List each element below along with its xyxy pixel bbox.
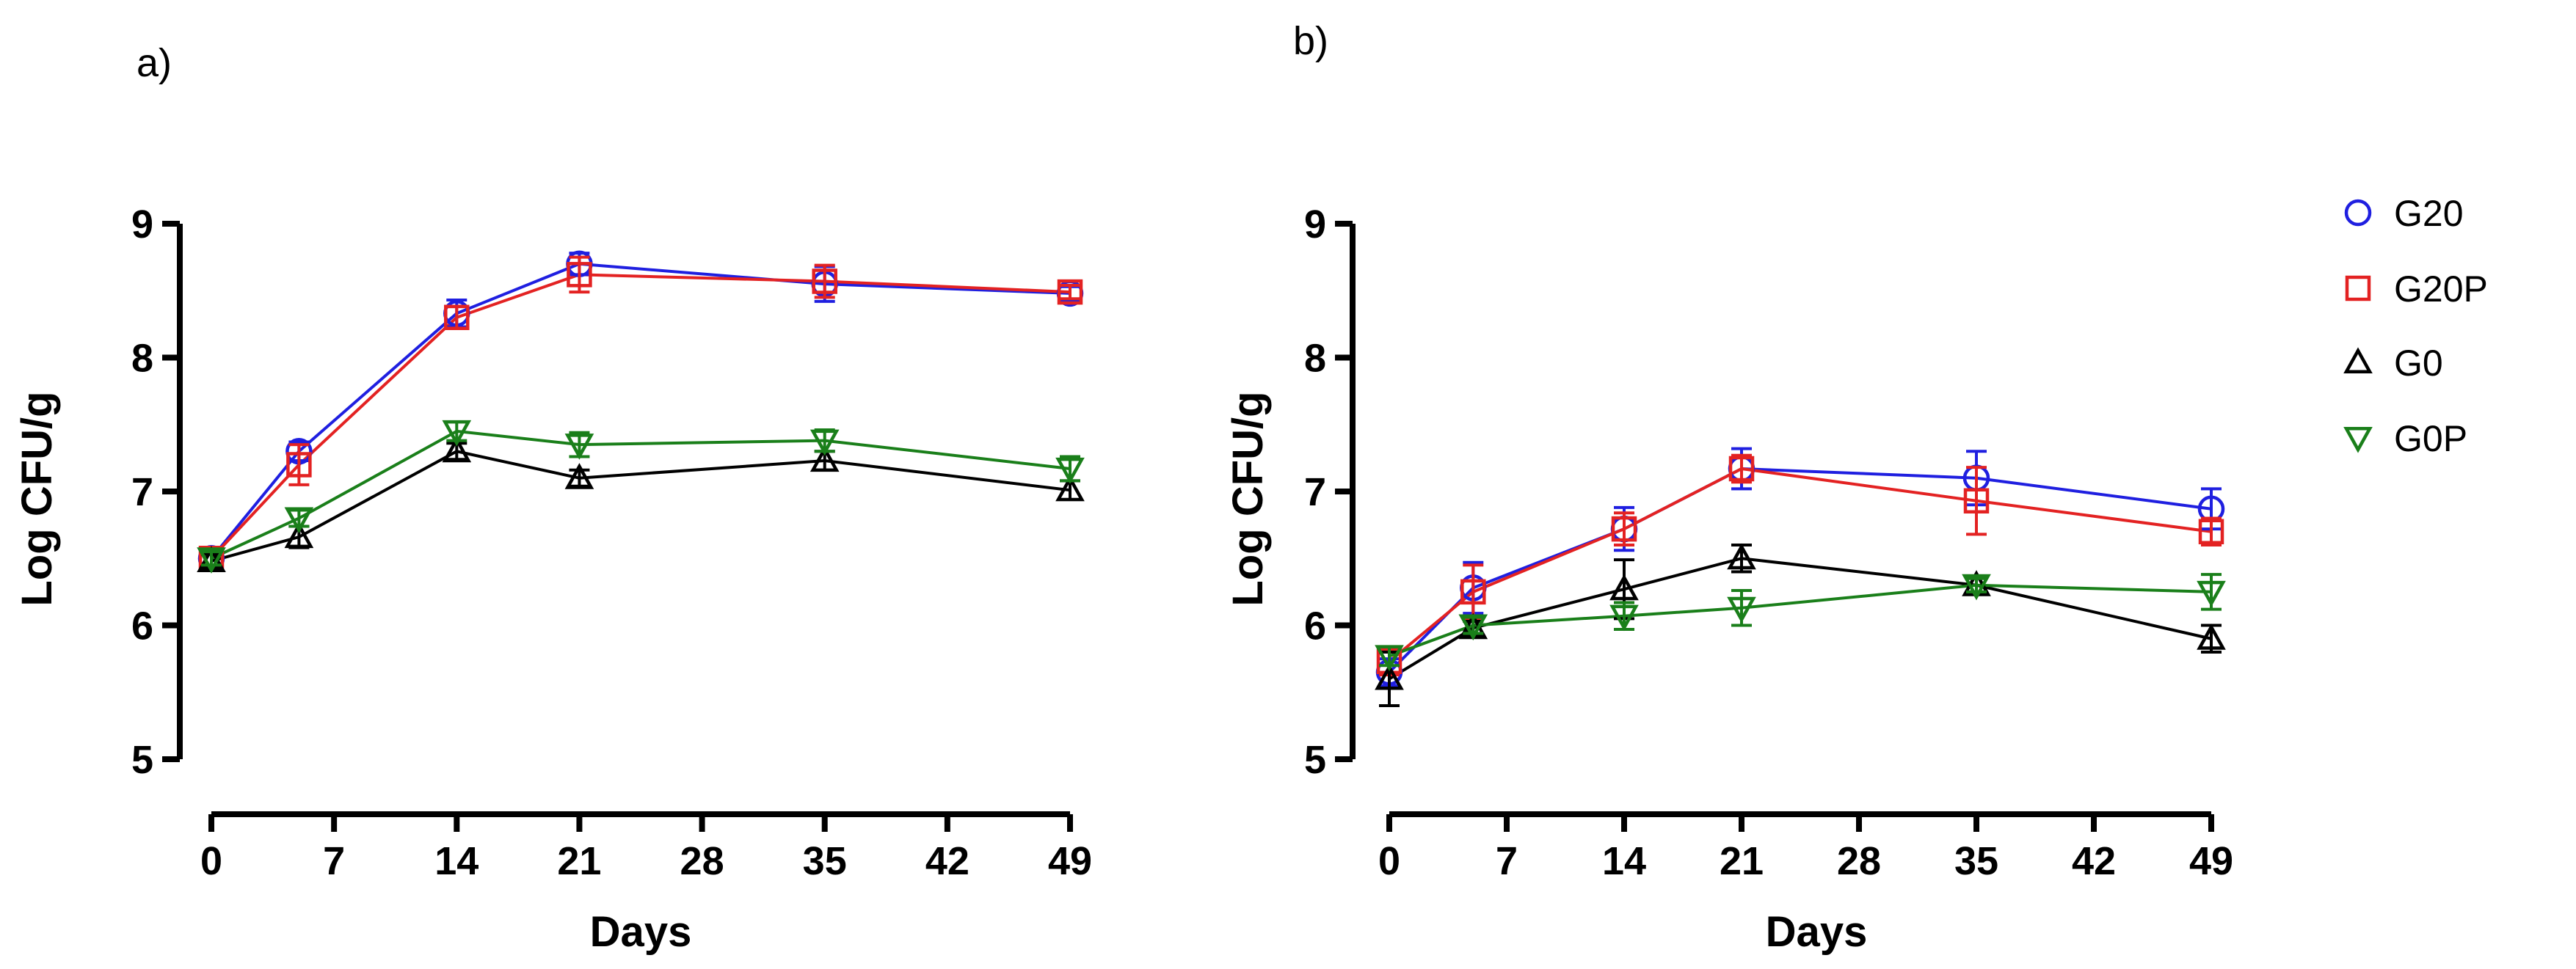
legend-entry-g0p: G0P [2343,418,2467,459]
panel-b-series-g20p-line [1388,467,2212,663]
panel-b-series-g0p-line [1389,583,2212,658]
panel-b-g20p-point [1611,516,1637,542]
panel-b-series-g20-line [1388,467,2212,673]
legend-g0p-marker-icon [2343,426,2373,453]
panel-a-g0p-point [284,507,314,534]
panel-b-y-tick-label: 9 [1304,202,1326,246]
panel-b-g0-point [2197,624,2226,650]
panel-b-label: b) [1293,19,1328,63]
legend-g0-label: G0 [2394,343,2443,384]
panel-a-x-tick-label: 42 [925,839,969,883]
panel-a-g0p-point [809,429,840,456]
panel-b-x-tick-label: 28 [1837,839,1881,883]
panel-a-g0p-point [564,434,594,460]
panel-b-g0p-point [1609,604,1639,632]
legend-g0-marker-icon [2343,347,2373,374]
panel-a-g0-point [442,436,472,463]
legend-g20p-label: G20P [2394,268,2488,310]
panel-a-g0p-point [442,420,472,447]
panel-a-g20p-point [812,268,837,294]
panel-b-g20p-point [1963,488,1990,514]
legend-g0p-label: G0P [2394,418,2467,459]
panel-b-g0p-point [2197,580,2226,607]
panel-a-y-tick-label: 9 [131,202,153,246]
panel-b-g0-point [1375,663,1404,690]
panel-b-x-tick-label: 21 [1720,839,1764,883]
panel-a-x-tick-label: 0 [200,839,222,883]
panel-a-series-g0-line [211,450,1071,563]
panel-b-g20p-point [1728,456,1755,482]
panel-b-g0-point [1727,543,1756,570]
panel-b-y-tick-label: 5 [1304,738,1326,782]
panel-a-x-tick-label: 21 [557,839,601,883]
panel-b-x-tick-label: 14 [1602,839,1646,883]
legend-g20p-marker-icon [2345,275,2371,301]
panel-b-x-tick-label: 42 [2072,839,2116,883]
legend-entry-g20p: G20P [2345,268,2488,310]
panel-a-g0-point [1055,475,1085,502]
panel-a-series-g20p-line [210,273,1071,560]
panel-a-x-tick-label: 35 [803,839,847,883]
legend-g20-marker-icon [2344,199,2372,227]
panel-a-g20p-point [286,452,312,478]
panel-a-g0-point [564,463,594,489]
panel-a-y-tick-label: 5 [131,738,153,782]
panel-a-label: a) [137,41,172,85]
panel-b-x-tick-label: 7 [1496,839,1518,883]
panel-b-y-tick-label: 7 [1304,470,1326,514]
panel-a-y-tick-label: 6 [131,604,153,648]
panel-b-g20p-point [2198,519,2224,544]
panel-a-x-tick-label: 14 [434,839,479,883]
panel-a-ylabel: Log CFU/g [13,391,61,606]
panel-b-chart: b) Log CFU/g Days 5 6 7 8 9 0 7 14 21 28 35 42 49 [1224,19,2233,956]
panel-a-g20p-point [567,262,592,288]
panel-b-series-g0-line [1388,557,2212,681]
legend-entry-g0: G0 [2343,343,2443,384]
panel-a-g0-point [809,445,840,472]
panel-b-g0p-point [1375,645,1404,672]
panel-a-series-g0p-line [211,429,1071,560]
legend: G20 G20P G0 G0P [2343,193,2488,459]
panel-a-g20p-point [1057,279,1083,305]
panel-a-x-tick-label: 7 [323,839,345,883]
panel-b-x-tick-label: 35 [1954,839,1998,883]
legend-entry-g20: G20 [2344,193,2464,234]
panel-b-g0p-point [1727,596,1756,624]
panel-b-y-tick-label: 8 [1304,337,1326,381]
panel-a-xlabel: Days [590,908,692,956]
panel-b-g0p-point [1458,614,1488,641]
panel-a-y-tick-label: 7 [131,470,153,514]
panel-a-x-tick-label: 49 [1048,839,1092,883]
panel-b-y-tick-label: 6 [1304,604,1326,648]
panel-b-g0p-point [1962,574,1991,601]
panel-a-g0-point [284,522,314,549]
panel-a-g0p-point [197,547,226,574]
panel-a-g0p-point [1055,457,1085,484]
legend-g20-label: G20 [2394,193,2464,234]
panel-b-x-tick-label: 0 [1378,839,1400,883]
panel-a-g20p-point [444,304,470,330]
panel-a-y-tick-label: 8 [131,337,153,381]
panel-b-g20p-point [1460,579,1486,605]
panel-a-x-tick-label: 28 [680,839,724,883]
panel-a-chart: a) Log CFU/g Days 5 6 7 8 9 0 7 14 21 28 35 42 49 [13,41,1092,956]
panel-b-ylabel: Log CFU/g [1224,391,1272,606]
panel-b-g0-point [1609,574,1639,601]
panel-b-x-tick-label: 49 [2189,839,2233,883]
panel-b-xlabel: Days [1766,908,1868,956]
panel-a-series-g20-line [210,262,1071,560]
